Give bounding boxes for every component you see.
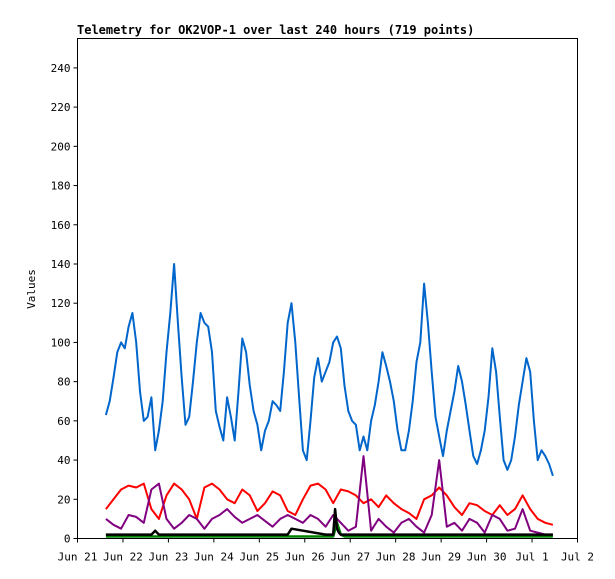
series-layer [104,263,554,538]
x-tick-label: Jun 25 [239,551,279,564]
y-tick-label: 200 [51,140,71,153]
plot-frame [77,38,578,539]
x-tick-label: Jul 2 [561,551,594,564]
series-line-4 [105,521,553,538]
y-tick-label: 240 [51,62,71,75]
y-tick-label: 220 [51,101,71,114]
x-tick-label: Jun 21 [58,551,98,564]
y-tick-label: 60 [57,415,70,428]
y-tick-label: 140 [51,258,71,271]
y-tick-label: 40 [57,454,70,467]
x-tick-label: Jun 24 [194,551,234,564]
x-axis: Jun 21 Jun 22 Jun 23 Jun 24 Jun 25 Jun 26 Jun … [58,538,594,564]
y-tick-label: 20 [57,493,70,506]
x-tick-label: Jun 26 [285,551,325,564]
x-tick-label: Jul 1 [515,551,548,564]
y-tick-label: 100 [51,336,71,349]
y-tick-label: 180 [51,180,71,193]
x-tick-label: Jun 28 [376,551,416,564]
x-tick-label: Jun 23 [149,551,189,564]
y-axis: 0 20 40 60 80 100 120 140 160 180 200 220 240 [51,62,78,546]
x-tick-label: Jun 22 [103,551,143,564]
y-tick-label: 80 [57,376,70,389]
series-line-3 [105,455,553,536]
y-tick-label: 120 [51,297,71,310]
x-tick-label: Jun 27 [330,551,370,564]
series-line-5 [105,507,553,536]
y-tick-label: 0 [64,533,71,546]
y-axis-label: Values [25,269,38,309]
y-tick-label: 160 [51,219,71,232]
series-line-2 [105,482,554,526]
series-line-1 [104,263,554,477]
chart-title: Telemetry for OK2VOP-1 over last 240 hou… [77,23,474,37]
x-tick-label: Jun 30 [467,551,507,564]
x-tick-label: Jun 29 [421,551,461,564]
